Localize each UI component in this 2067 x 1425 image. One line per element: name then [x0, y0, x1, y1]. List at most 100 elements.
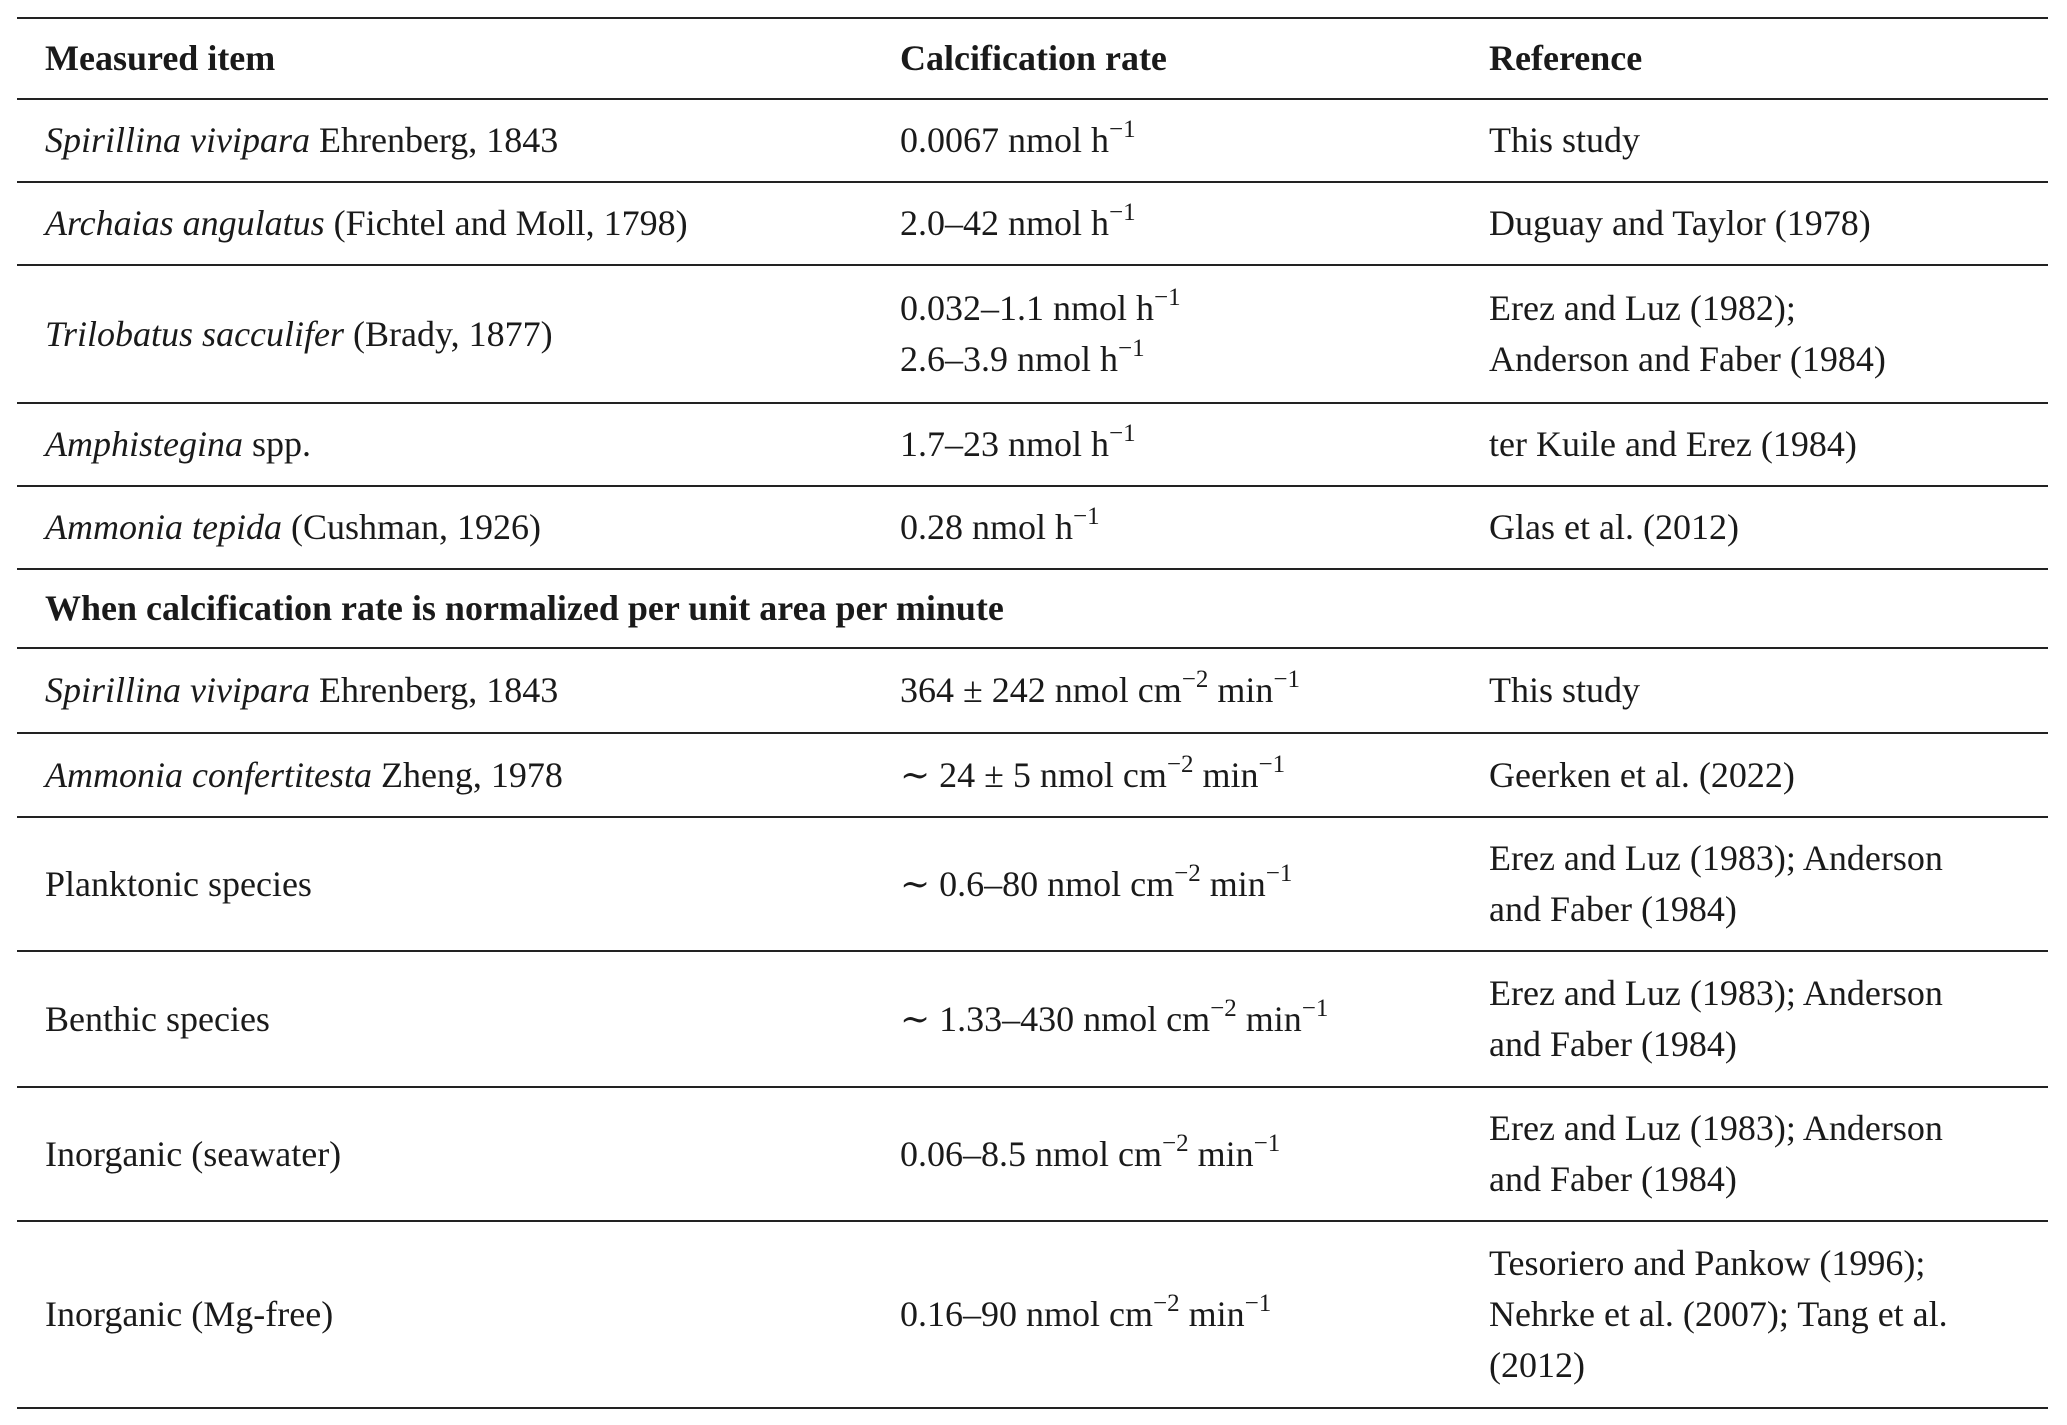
calcification-rate-cell: 364 ± 242 nmol cm−2 min−1 — [872, 647, 1461, 734]
species-authority: Benthic species — [45, 998, 270, 1039]
table-row: Inorganic (Mg-free) 0.16–90 nmol cm−2 min… — [17, 1220, 2048, 1409]
table-row: Spirillina vivipara Ehrenberg, 1843 364 ±… — [17, 647, 2048, 734]
rate-exponent: −1 — [1109, 199, 1136, 226]
reference-line: Nehrke et al. (2007); Tang et al. — [1489, 1294, 1948, 1334]
measured-item-cell: Amphistegina spp. — [17, 402, 872, 487]
rate-line: 0.032–1.1 nmol h−1 — [900, 283, 1461, 334]
rate-value: 2.0–42 nmol h — [900, 203, 1110, 243]
table-row: Benthic species ∼ 1.33–430 nmol cm−2 min−… — [17, 950, 2048, 1088]
species-authority: Inorganic (seawater) — [45, 1133, 342, 1174]
species-authority: Zheng, 1978 — [371, 754, 563, 795]
species-name: Archaias angulatus — [45, 203, 325, 243]
measured-item-cell: Spirillina vivipara Ehrenberg, 1843 — [17, 647, 872, 734]
reference-line: Erez and Luz (1982); — [1489, 288, 1796, 328]
reference-line: This study — [1489, 670, 1641, 710]
rate-exponent: −1 — [1244, 1290, 1272, 1317]
table-row: Planktonic species ∼ 0.6–80 nmol cm−2 min… — [17, 816, 2048, 952]
rate-exponent: −1 — [1273, 666, 1300, 693]
rate-value: 0.0067 nmol h — [900, 120, 1110, 160]
species-authority: Ehrenberg, 1843 — [310, 120, 559, 160]
reference-cell: Erez and Luz (1983); Anderson and Faber (… — [1461, 816, 2048, 952]
section-heading: When calcification rate is normalized pe… — [17, 568, 2048, 649]
reference-line: ter Kuile and Erez (1984) — [1489, 424, 1857, 464]
species-authority: spp. — [242, 424, 311, 464]
rate-value: min — [1208, 670, 1274, 710]
rate-value: 0.16–90 nmol cm — [900, 1294, 1153, 1334]
species-authority: Planktonic species — [45, 863, 312, 904]
reference-cell: Geerken et al. (2022) — [1461, 732, 2048, 818]
calcification-rate-cell: 0.16–90 nmol cm−2 min−1 — [872, 1220, 1461, 1409]
reference-line: Geerken et al. (2022) — [1489, 754, 1795, 795]
header-row: Measured item Calcification rate Referen… — [17, 17, 2048, 100]
rate-exponent: −1 — [1253, 1129, 1281, 1157]
rate-line: ∼ 1.33–430 nmol cm−2 min−1 — [900, 994, 1461, 1045]
reference-cell: Duguay and Taylor (1978) — [1461, 181, 2048, 266]
rate-value: 1.7–23 nmol h — [900, 424, 1110, 464]
species-authority: (Brady, 1877) — [344, 313, 553, 354]
species-name: Spirillina vivipara — [45, 120, 310, 160]
table-row: Trilobatus sacculifer (Brady, 1877) 0.032… — [17, 264, 2048, 404]
rate-line: 2.6–3.9 nmol h−1 — [900, 334, 1461, 385]
species-authority: (Fichtel and Moll, 1798) — [324, 203, 688, 243]
measured-item-cell: Inorganic (seawater) — [17, 1086, 872, 1222]
table-row: Ammonia tepida (Cushman, 1926) 0.28 nmol … — [17, 485, 2048, 570]
rate-line: 1.7–23 nmol h−1 — [900, 419, 1461, 470]
rate-exponent: −1 — [1258, 750, 1286, 778]
rate-value: 0.06–8.5 nmol cm — [900, 1133, 1162, 1174]
rate-line: ∼ 0.6–80 nmol cm−2 min−1 — [900, 859, 1461, 910]
rate-value: ∼ 24 ± 5 nmol cm — [900, 754, 1167, 795]
species-authority: (Cushman, 1926) — [281, 507, 541, 547]
rate-value: min — [1188, 1133, 1254, 1174]
rate-value: ∼ 1.33–430 nmol cm — [900, 998, 1211, 1039]
reference-cell: Erez and Luz (1983); Anderson and Faber (… — [1461, 950, 2048, 1088]
species-name: Trilobatus sacculifer — [45, 313, 345, 354]
table-row: Ammonia confertitesta Zheng, 1978 ∼ 24 ± … — [17, 732, 2048, 818]
header-calcification-rate: Calcification rate — [872, 17, 1461, 100]
rate-line: ∼ 24 ± 5 nmol cm−2 min−1 — [900, 750, 1461, 801]
calcification-rate-cell: ∼ 24 ± 5 nmol cm−2 min−1 — [872, 732, 1461, 818]
measured-item-cell: Trilobatus sacculifer (Brady, 1877) — [17, 264, 872, 404]
reference-line: (2012) — [1489, 1345, 1585, 1385]
reference-line: Glas et al. (2012) — [1489, 507, 1739, 547]
rate-value: 0.28 nmol h — [900, 507, 1074, 547]
measured-item-cell: Spirillina vivipara Ehrenberg, 1843 — [17, 98, 872, 183]
rate-exponent: −2 — [1161, 1129, 1189, 1157]
rate-exponent: −1 — [1301, 994, 1329, 1022]
reference-line: and Faber (1984) — [1489, 1159, 1737, 1199]
rate-exponent: −1 — [1073, 503, 1100, 530]
rate-value: 364 ± 242 nmol cm — [900, 670, 1182, 710]
measured-item-cell: Ammonia tepida (Cushman, 1926) — [17, 485, 872, 570]
rate-value: 2.6–3.9 nmol h — [900, 339, 1119, 379]
reference-line: Erez and Luz (1983); Anderson — [1489, 1108, 1943, 1148]
table-row: Amphistegina spp. 1.7–23 nmol h−1 ter Kuil… — [17, 402, 2048, 487]
species-name: Spirillina vivipara — [45, 670, 310, 710]
rate-exponent: −1 — [1109, 420, 1136, 447]
reference-line: Erez and Luz (1983); Anderson — [1489, 838, 1943, 878]
rate-value: min — [1193, 754, 1259, 795]
calcification-rate-table: Measured item Calcification rate Referen… — [17, 17, 2048, 1409]
rate-line: 0.28 nmol h−1 — [900, 502, 1461, 553]
calcification-rate-cell: 0.032–1.1 nmol h−1 2.6–3.9 nmol h−1 — [872, 264, 1461, 404]
table-row: Inorganic (seawater) 0.06–8.5 nmol cm−2 m… — [17, 1086, 2048, 1222]
reference-line: This study — [1489, 120, 1641, 160]
reference-cell: Tesoriero and Pankow (1996); Nehrke et al… — [1461, 1220, 2048, 1409]
table-row: Spirillina vivipara Ehrenberg, 1843 0.006… — [17, 98, 2048, 183]
reference-cell: Erez and Luz (1983); Anderson and Faber (… — [1461, 1086, 2048, 1222]
calcification-rate-cell: 0.28 nmol h−1 — [872, 485, 1461, 570]
calcification-rate-cell: 2.0–42 nmol h−1 — [872, 181, 1461, 266]
reference-line: and Faber (1984) — [1489, 1024, 1737, 1064]
reference-line: Duguay and Taylor (1978) — [1489, 203, 1871, 243]
reference-cell: Glas et al. (2012) — [1461, 485, 2048, 570]
header-measured-item: Measured item — [17, 17, 872, 100]
species-authority: Inorganic (Mg-free) — [45, 1294, 334, 1334]
measured-item-cell: Ammonia confertitesta Zheng, 1978 — [17, 732, 872, 818]
rate-value: min — [1200, 863, 1266, 904]
rate-exponent: −2 — [1152, 1290, 1180, 1317]
rate-line: 0.0067 nmol h−1 — [900, 115, 1461, 166]
calcification-rate-cell: ∼ 1.33–430 nmol cm−2 min−1 — [872, 950, 1461, 1088]
rate-value: min — [1179, 1294, 1245, 1334]
header-reference: Reference — [1461, 17, 2048, 100]
measured-item-cell: Planktonic species — [17, 816, 872, 952]
rate-exponent: −1 — [1265, 859, 1293, 887]
rate-exponent: −2 — [1174, 859, 1201, 887]
